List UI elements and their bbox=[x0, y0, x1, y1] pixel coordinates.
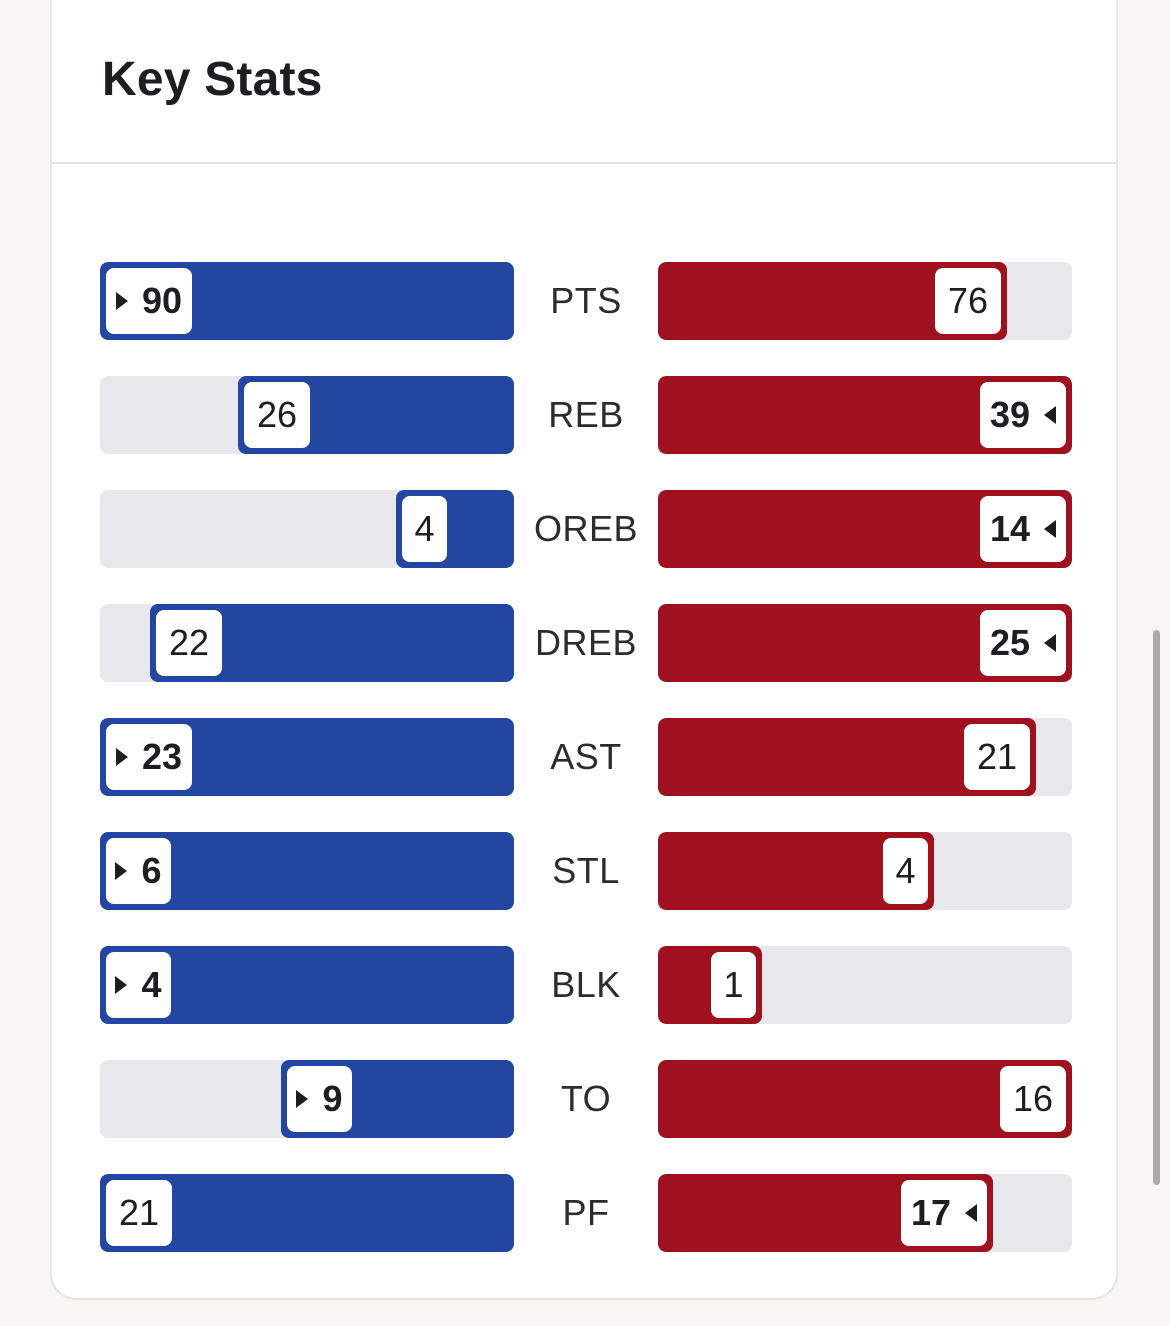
right-value-label: 76 bbox=[935, 268, 1001, 334]
stat-row: 6 STL 4 bbox=[100, 832, 1072, 910]
leader-arrow-icon bbox=[115, 976, 128, 994]
stat-category-label: PTS bbox=[550, 280, 622, 321]
scrollbar[interactable] bbox=[1153, 630, 1160, 1185]
right-bar-track: 16 bbox=[658, 1060, 1072, 1138]
right-bar-track: 39 bbox=[658, 376, 1072, 454]
left-value-label: 23 bbox=[106, 724, 192, 790]
leader-arrow-icon bbox=[296, 1090, 309, 1108]
right-value: 14 bbox=[989, 508, 1031, 549]
left-bar-track: 90 bbox=[100, 262, 514, 340]
right-bar-track: 4 bbox=[658, 832, 1072, 910]
right-value: 4 bbox=[895, 850, 916, 891]
left-bar-track: 6 bbox=[100, 832, 514, 910]
stat-row: 4 BLK 1 bbox=[100, 946, 1072, 1024]
right-value-label: 1 bbox=[711, 952, 756, 1018]
right-value-label: 16 bbox=[1000, 1066, 1066, 1132]
stat-row: 90 PTS 76 bbox=[100, 262, 1072, 340]
stat-category-label: DREB bbox=[534, 622, 638, 663]
right-value-label: 39 bbox=[980, 382, 1066, 448]
leader-arrow-icon bbox=[115, 862, 128, 880]
left-bar-track: 26 bbox=[100, 376, 514, 454]
left-value: 4 bbox=[141, 964, 162, 1005]
stat-row: 9 TO 16 bbox=[100, 1060, 1072, 1138]
stat-category-label: TO bbox=[560, 1078, 612, 1119]
right-value: 39 bbox=[989, 394, 1031, 435]
left-value: 6 bbox=[141, 850, 162, 891]
right-value: 16 bbox=[1012, 1078, 1054, 1119]
left-value: 26 bbox=[256, 394, 298, 435]
left-value-label: 9 bbox=[287, 1066, 352, 1132]
leader-arrow-icon bbox=[115, 292, 128, 310]
left-bar-track: 23 bbox=[100, 718, 514, 796]
right-bar-track: 14 bbox=[658, 490, 1072, 568]
stat-row: 21 PF 17 bbox=[100, 1174, 1072, 1252]
left-value: 22 bbox=[168, 622, 210, 663]
card-header: Key Stats bbox=[52, 0, 1116, 164]
right-bar-track: 1 bbox=[658, 946, 1072, 1024]
right-bar-track: 76 bbox=[658, 262, 1072, 340]
stat-category-label: OREB bbox=[533, 508, 639, 549]
leader-arrow-icon bbox=[1044, 634, 1057, 652]
stat-row: 26 REB 39 bbox=[100, 376, 1072, 454]
left-value: 9 bbox=[322, 1078, 343, 1119]
key-stats-card: Key Stats 90 PTS 76 26 REB 39 4 OREB 14 22 DREB 25 2… bbox=[50, 0, 1118, 1300]
right-bar-track: 17 bbox=[658, 1174, 1072, 1252]
left-bar-track: 21 bbox=[100, 1174, 514, 1252]
stat-category-label: REB bbox=[548, 394, 624, 435]
right-value-label: 21 bbox=[964, 724, 1030, 790]
right-value: 25 bbox=[989, 622, 1031, 663]
left-bar-track: 22 bbox=[100, 604, 514, 682]
stat-category-label: BLK bbox=[551, 964, 621, 1005]
right-bar-track: 21 bbox=[658, 718, 1072, 796]
left-value: 21 bbox=[118, 1192, 160, 1233]
left-value-label: 4 bbox=[402, 496, 447, 562]
right-value: 1 bbox=[723, 964, 744, 1005]
stat-row: 23 AST 21 bbox=[100, 718, 1072, 796]
right-value-label: 4 bbox=[883, 838, 928, 904]
left-value-label: 26 bbox=[244, 382, 310, 448]
right-value: 17 bbox=[910, 1192, 952, 1233]
stat-category-label: STL bbox=[552, 850, 620, 891]
left-value-label: 22 bbox=[156, 610, 222, 676]
left-value-label: 90 bbox=[106, 268, 192, 334]
leader-arrow-icon bbox=[1044, 520, 1057, 538]
stat-category-label: PF bbox=[562, 1192, 610, 1233]
left-value: 23 bbox=[141, 736, 183, 777]
leader-arrow-icon bbox=[115, 748, 128, 766]
right-value: 21 bbox=[976, 736, 1018, 777]
right-value-label: 14 bbox=[980, 496, 1066, 562]
card-title: Key Stats bbox=[102, 53, 323, 106]
left-value-label: 6 bbox=[106, 838, 171, 904]
left-bar-track: 4 bbox=[100, 490, 514, 568]
left-value-label: 4 bbox=[106, 952, 171, 1018]
left-value: 4 bbox=[414, 508, 435, 549]
stat-row: 4 OREB 14 bbox=[100, 490, 1072, 568]
stat-row: 22 DREB 25 bbox=[100, 604, 1072, 682]
right-bar-track: 25 bbox=[658, 604, 1072, 682]
leader-arrow-icon bbox=[965, 1204, 978, 1222]
right-value: 76 bbox=[947, 280, 989, 321]
right-value-label: 17 bbox=[901, 1180, 987, 1246]
stat-category-label: AST bbox=[550, 736, 622, 777]
left-value: 90 bbox=[141, 280, 183, 321]
left-bar-track: 9 bbox=[100, 1060, 514, 1138]
left-bar-track: 4 bbox=[100, 946, 514, 1024]
right-value-label: 25 bbox=[980, 610, 1066, 676]
leader-arrow-icon bbox=[1044, 406, 1057, 424]
left-value-label: 21 bbox=[106, 1180, 172, 1246]
